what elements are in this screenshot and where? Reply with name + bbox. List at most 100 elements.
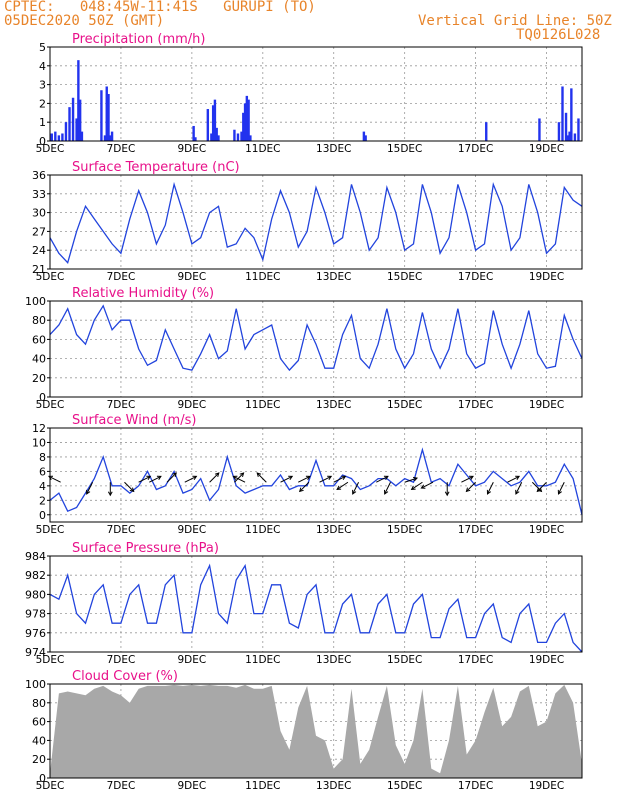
panel-frame	[49, 46, 583, 142]
y-tick-label: 30	[32, 207, 46, 220]
wind-arrow-head	[515, 475, 521, 480]
y-tick-label: 1	[39, 116, 46, 129]
precip-bar	[211, 105, 215, 141]
y-tick-label: 5	[39, 41, 46, 54]
wind-arrow	[86, 482, 94, 495]
x-tick-label: 7DEC	[107, 780, 136, 792]
cloud-area	[50, 684, 582, 778]
wind-arrow	[166, 472, 177, 483]
wind-arrow	[487, 482, 494, 495]
y-tick-label: 974	[25, 646, 46, 659]
precip-bar	[236, 133, 240, 141]
x-tick-label: 9DEC	[177, 271, 206, 283]
panel-frame	[49, 427, 583, 523]
x-tick-label: 15DEC	[387, 143, 422, 155]
y-tick-label: 36	[32, 169, 46, 182]
panel-title: Surface Temperature (nC)	[72, 160, 240, 175]
x-tick-label: 19DEC	[529, 524, 564, 536]
precip-bar	[573, 133, 577, 141]
series-line	[49, 181, 583, 264]
wind-arrow	[124, 481, 135, 492]
precip-bar	[362, 131, 366, 141]
y-tick-label: 10	[32, 436, 46, 449]
wind-arrow-head	[413, 476, 418, 482]
wind-arrow	[138, 475, 151, 483]
y-tick-label: 0	[39, 391, 46, 404]
series-line	[49, 563, 583, 653]
precip-bar	[68, 107, 71, 141]
precip-bar	[57, 135, 61, 141]
wind-arrow-head	[298, 487, 304, 493]
precip-bar	[105, 86, 108, 141]
x-tick-label: 13DEC	[316, 654, 351, 666]
panel-title: Surface Pressure (hPa)	[72, 541, 219, 556]
wind-arrow	[461, 475, 474, 483]
precip-bar	[192, 125, 195, 141]
x-tick-label: 9DEC	[177, 780, 206, 792]
precip-bar	[215, 127, 218, 141]
wind-arrow-head	[465, 487, 471, 493]
x-tick-label: 7DEC	[107, 524, 136, 536]
wind-arrow	[558, 482, 565, 495]
precip-bar	[485, 122, 488, 141]
wind-arrow-head	[327, 475, 333, 480]
precip-bar	[103, 135, 107, 141]
y-tick-label: 0	[39, 772, 46, 785]
x-tick-label: 15DEC	[387, 524, 422, 536]
precip-bar	[538, 118, 541, 141]
wind-arrow-head	[444, 491, 450, 497]
precip-bar	[206, 109, 210, 141]
precip-bar	[561, 86, 564, 141]
wind-arrow	[280, 475, 293, 483]
precip-bar	[100, 90, 103, 141]
x-tick-label: 19DEC	[529, 399, 564, 411]
wind-arrow-head	[214, 472, 220, 478]
x-tick-label: 13DEC	[316, 399, 351, 411]
x-tick-label: 17DEC	[458, 654, 493, 666]
wind-arrow	[404, 477, 418, 483]
wind-arrow-head	[383, 475, 389, 480]
wind-arrow-head	[232, 475, 238, 480]
wind-arrow	[384, 482, 391, 495]
y-tick-label: 20	[32, 753, 46, 766]
wind-arrow-head	[107, 491, 113, 497]
grid-note: Vertical Grid Line: 50Z	[418, 13, 612, 29]
wind-arrow	[336, 481, 349, 490]
panel-frame	[49, 174, 583, 270]
panel-0: 0 1 2 3 4 5 5DEC 7DEC 9DEC 11DEC 13DEC 15DEC 17DEC 19…	[36, 32, 583, 155]
wind-arrow	[298, 475, 311, 483]
x-tick-label: 5DEC	[36, 654, 65, 666]
wind-arrow-head	[146, 475, 152, 480]
wind-arrow-head	[384, 489, 389, 495]
precip-bar	[54, 131, 57, 141]
panel-1: 21 24 27 30 33 36 5DEC 7DEC 9DEC 11DEC 13DEC 15DEC 1…	[32, 160, 583, 283]
series-line	[49, 447, 583, 515]
y-tick-label: 12	[32, 422, 46, 435]
x-tick-label: 5DEC	[36, 399, 65, 411]
x-tick-label: 5DEC	[36, 271, 65, 283]
precip-bar	[570, 88, 573, 141]
x-tick-label: 17DEC	[458, 143, 493, 155]
x-tick-label: 11DEC	[245, 399, 280, 411]
precip-bar	[364, 135, 367, 141]
y-tick-label: 0	[39, 509, 46, 522]
wind-arrow	[515, 482, 523, 495]
x-tick-label: 7DEC	[107, 654, 136, 666]
precip-bar	[566, 135, 570, 141]
y-tick-label: 3	[39, 79, 46, 92]
y-tick-label: 20	[32, 372, 46, 385]
wind-arrow	[507, 475, 520, 483]
x-tick-label: 13DEC	[316, 271, 351, 283]
x-tick-label: 9DEC	[177, 524, 206, 536]
y-tick-label: 21	[32, 263, 46, 276]
wind-arrow	[333, 475, 346, 483]
precip-bar	[77, 60, 80, 141]
wind-arrow	[531, 481, 542, 492]
x-tick-label: 19DEC	[529, 654, 564, 666]
precip-bar	[109, 135, 112, 141]
y-tick-label: 976	[25, 627, 46, 640]
run-line: 05DEC2020 50Z (GMT)	[4, 13, 165, 29]
wind-arrow-head	[410, 485, 416, 490]
precip-bar	[78, 99, 82, 141]
